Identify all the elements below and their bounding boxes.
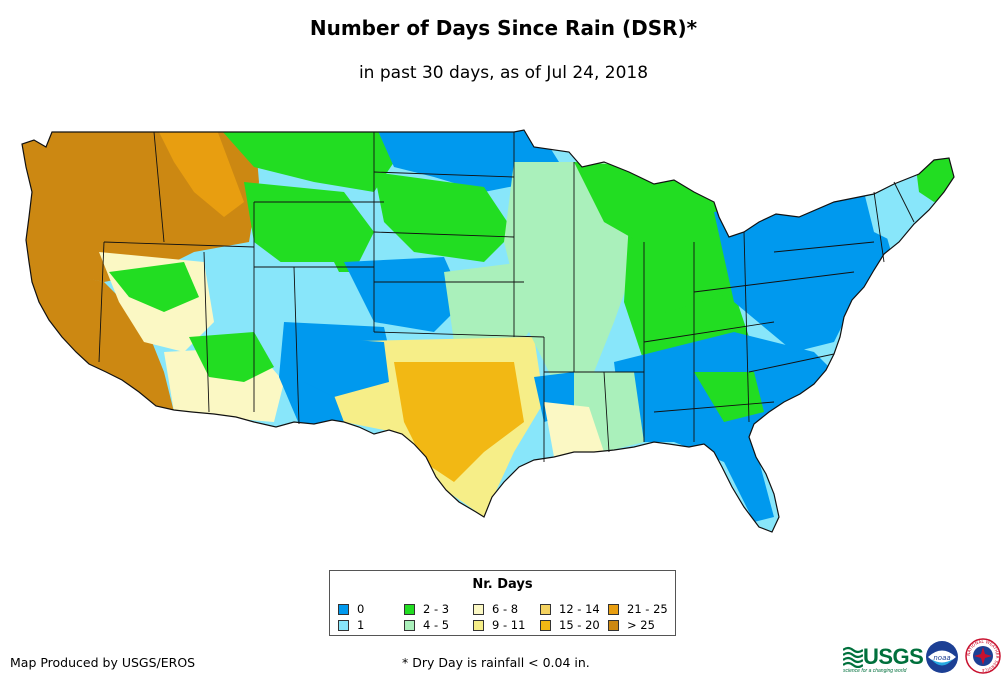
state-borders — [98, 131, 915, 462]
us-outline — [21, 129, 955, 533]
dsr-color-regions — [22, 130, 954, 532]
legend-label: 15 - 20 — [559, 618, 600, 632]
legend-item: 1 — [338, 618, 364, 632]
noaa-logo: noaa — [926, 641, 958, 673]
legend-item: 6 - 8 — [473, 602, 518, 616]
map-subtitle: in past 30 days, as of Jul 24, 2018 — [358, 63, 649, 83]
legend-swatch — [608, 619, 619, 631]
map-credit: Map Produced by USGS/EROS — [10, 655, 196, 670]
legend-swatch — [540, 603, 551, 615]
region-arizona-green — [189, 332, 274, 382]
region-appalachia-green — [694, 372, 764, 422]
legend-item: 0 — [338, 602, 364, 616]
legend-swatch — [473, 619, 484, 631]
legend-swatch — [540, 619, 551, 631]
region-rockies-green — [244, 182, 374, 272]
legend-label: 6 - 8 — [492, 602, 519, 616]
nws-logo: NATIONAL WEATHER SERVICE — [965, 638, 1001, 674]
region-wisconsin-green — [574, 162, 669, 242]
legend-label: 1 — [357, 618, 365, 632]
map-title: Number of Days Since Rain (DSR)* — [309, 16, 698, 40]
legend-swatch — [473, 603, 484, 615]
legend-swatch — [404, 603, 415, 615]
region-northern-plains-green — [214, 130, 394, 192]
legend-swatch — [404, 619, 415, 631]
legend-item: 9 - 11 — [473, 618, 525, 632]
region-south-dakota-green — [374, 172, 514, 262]
legend-item: 21 - 25 — [608, 602, 668, 616]
legend-swatch — [338, 619, 349, 631]
usgs-logo: USGS science for a changing world — [843, 640, 924, 674]
usgs-wordmark: USGS — [863, 644, 924, 669]
region-california — [22, 262, 174, 412]
legend-item: 12 - 14 — [540, 602, 600, 616]
legend-title: Nr. Days — [472, 577, 533, 592]
legend-item: > 25 — [608, 618, 655, 632]
region-great-basin-green — [109, 262, 199, 312]
legend-box: Nr. Days 0 1 2 - 3 4 - 5 6 - 8 9 - 11 12 - 14 1… — [329, 570, 676, 636]
legend-item: 2 - 3 — [404, 602, 449, 616]
region-west-texas-blue — [304, 337, 389, 397]
legend-label: 0 — [357, 602, 365, 616]
legend-label: 2 - 3 — [423, 602, 450, 616]
legend-item: 15 - 20 — [540, 618, 600, 632]
legend-item: 4 - 5 — [404, 618, 449, 632]
conus-dsr-map — [14, 122, 959, 542]
legend-label: 12 - 14 — [559, 602, 600, 616]
legend-label: 9 - 11 — [492, 618, 526, 632]
noaa-wordmark: noaa — [933, 654, 950, 662]
region-texas-orange — [394, 362, 524, 482]
legend-swatch — [338, 603, 349, 615]
usgs-tagline: science for a changing world — [843, 668, 907, 674]
legend-swatch — [608, 603, 619, 615]
legend-label: > 25 — [627, 618, 655, 632]
usgs-wave-icon — [843, 646, 863, 668]
dry-day-footnote: * Dry Day is rainfall < 0.04 in. — [402, 655, 590, 670]
legend-label: 21 - 25 — [627, 602, 668, 616]
region-louisiana-yellow — [544, 402, 604, 457]
region-idaho-montana-west — [154, 130, 244, 217]
region-colorado-mix — [244, 262, 354, 342]
legend-label: 4 - 5 — [423, 618, 450, 632]
region-southeast-blue — [614, 332, 844, 522]
